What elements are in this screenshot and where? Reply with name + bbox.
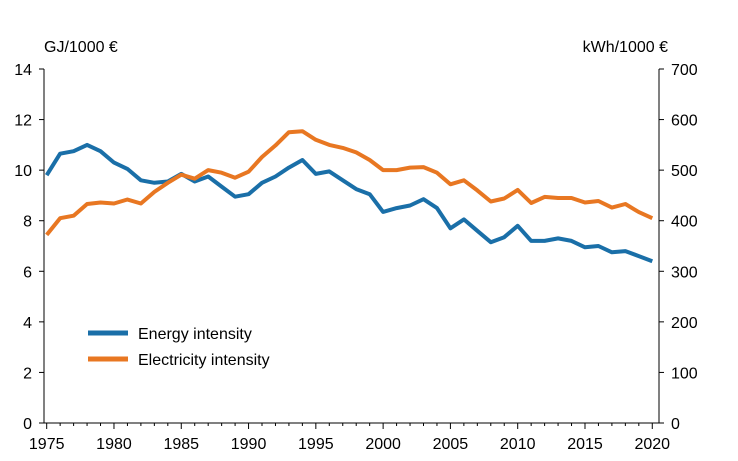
axes-group [43,69,660,424]
series-line-electricity-intensity [45,129,654,237]
x-tick-label: 1995 [298,436,334,453]
right-tick-label: 600 [671,113,698,130]
left-tick-label: 8 [23,214,32,231]
legend-label-electricity-intensity: Electricity intensity [138,352,270,369]
right-axis-unit-label: kWh/1000 € [583,39,668,56]
x-tick-label: 2000 [365,436,401,453]
series-line-energy-intensity [45,142,654,264]
right-tick-label: 200 [671,315,698,332]
x-tick-label: 1990 [231,436,267,453]
left-axis-ticks: 0 2 4 6 8 10 12 14 [14,62,44,433]
legend: Energy intensity Electricity intensity [88,326,270,369]
right-axis-ticks: 0 100 200 300 400 500 600 700 [659,62,698,433]
x-tick-label: 2015 [567,436,603,453]
right-tick-label: 300 [671,264,698,281]
series-group [45,129,654,264]
left-tick-label: 14 [14,62,32,79]
right-tick-label: 400 [671,214,698,231]
x-tick-label: 1980 [96,436,132,453]
x-tick-label: 2005 [433,436,469,453]
right-tick-label: 0 [671,416,680,433]
left-axis-unit-label: GJ/1000 € [44,39,118,56]
left-tick-label: 4 [23,315,32,332]
left-tick-label: 6 [23,264,32,281]
right-tick-label: 500 [671,163,698,180]
right-tick-label: 100 [671,365,698,382]
x-tick-label: 2020 [634,436,670,453]
left-tick-label: 10 [14,163,32,180]
right-tick-label: 700 [671,62,698,79]
x-tick-label: 1975 [29,436,65,453]
left-tick-label: 0 [23,416,32,433]
left-tick-label: 2 [23,365,32,382]
legend-label-energy-intensity: Energy intensity [138,326,252,343]
x-tick-label: 2010 [500,436,536,453]
x-axis-ticks: 1975 1980 1985 1990 1995 2000 2005 2010 2015 2020 [29,423,670,453]
x-tick-label: 1985 [163,436,199,453]
left-tick-label: 12 [14,113,32,130]
